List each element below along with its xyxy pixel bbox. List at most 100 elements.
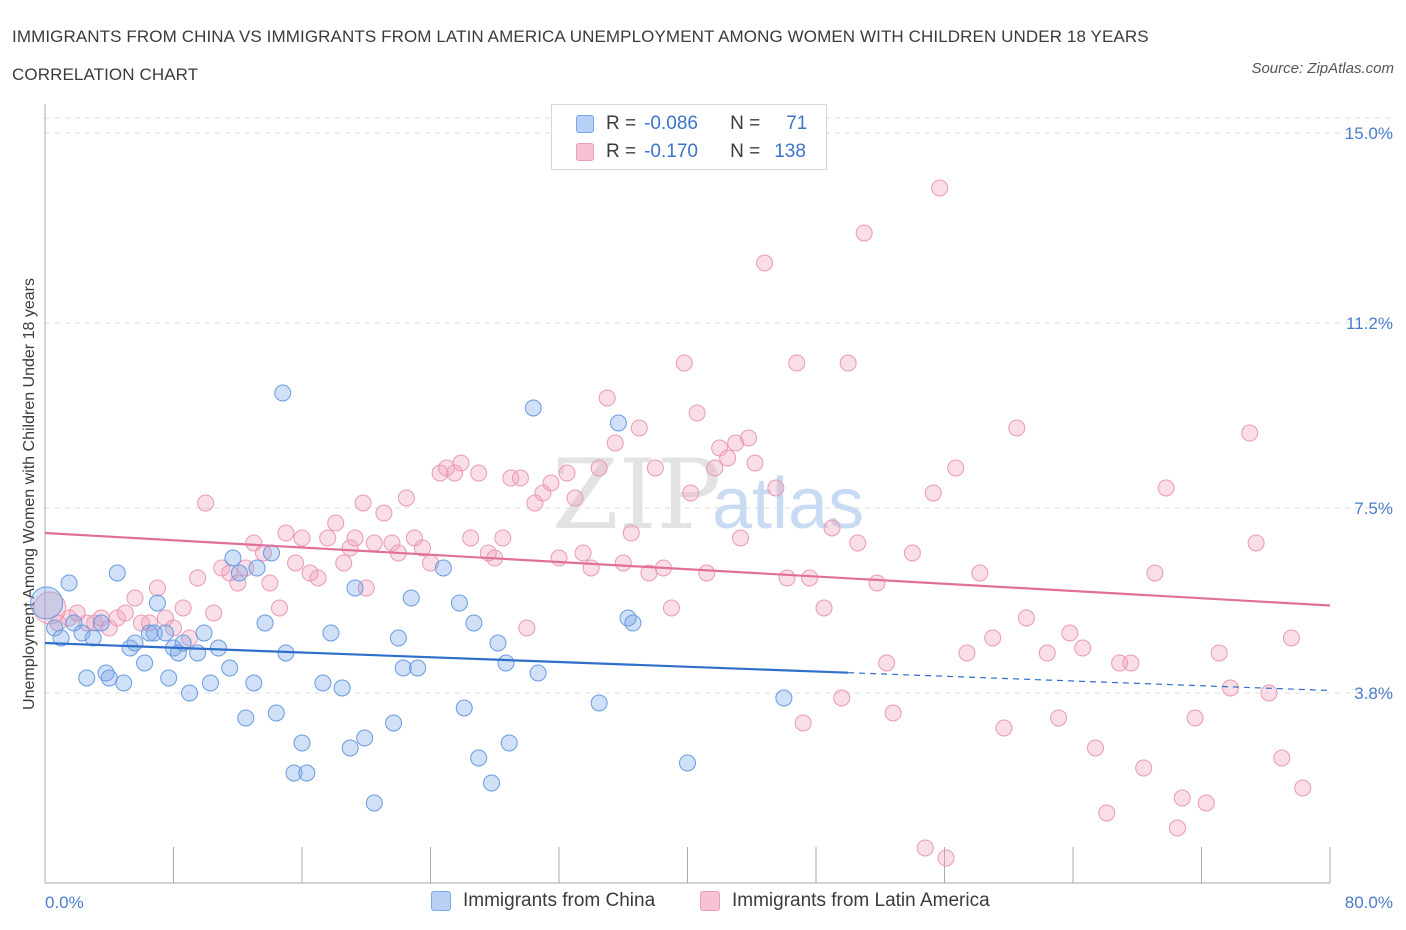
latam-point [60, 609, 78, 627]
y-tick-label: 15.0% [1345, 124, 1393, 143]
legend-swatch-latam [576, 143, 594, 161]
latam-point [995, 719, 1013, 737]
y-tick-label: 11.2% [1346, 314, 1393, 333]
china-point [590, 694, 608, 712]
china-point [285, 764, 303, 782]
legend-item-china: Immigrants from China [431, 890, 655, 912]
chart-title: IMMIGRANTS FROM CHINA VS IMMIGRANTS FROM… [12, 27, 1149, 84]
china-point [389, 629, 407, 647]
latam-point [566, 489, 584, 507]
china-point [450, 594, 468, 612]
china-point [230, 564, 248, 582]
latam-point [1260, 684, 1278, 702]
latam-point [1008, 419, 1026, 437]
latam-point [189, 569, 207, 587]
china-point [489, 634, 507, 652]
source-note: Source: ZipAtlas.com [1251, 60, 1394, 77]
latam-point [937, 849, 955, 867]
china-point [92, 614, 110, 632]
china-point [624, 614, 642, 632]
latam-point [788, 354, 806, 372]
latam-point [287, 554, 305, 572]
latam-point [1273, 749, 1291, 767]
latam-point [675, 354, 693, 372]
china-point [500, 734, 518, 752]
china-point [455, 699, 473, 717]
china-point [402, 589, 420, 607]
latam-point [293, 529, 311, 547]
latam-point [140, 614, 158, 632]
legend-n-value: 71 [786, 113, 808, 134]
latam-trend-line [44, 531, 1331, 607]
latam-point [271, 599, 289, 617]
latam-point [794, 714, 812, 732]
china-point [529, 664, 547, 682]
axes [44, 104, 1331, 884]
latam-point [1017, 609, 1035, 627]
latam-point [309, 569, 327, 587]
china-point [84, 629, 102, 647]
latam-point [1061, 624, 1079, 642]
latam-point [931, 179, 949, 197]
china-trend-line [44, 641, 849, 674]
latam-point [662, 599, 680, 617]
latam-point [706, 459, 724, 477]
latam-point [1146, 564, 1164, 582]
latam-point [205, 604, 223, 622]
china-point [181, 684, 199, 702]
latam-point [108, 609, 126, 627]
china-point [346, 579, 364, 597]
latam-point [884, 704, 902, 722]
latam-point [1186, 709, 1204, 727]
china-point [314, 674, 332, 692]
legend-n-value: 138 [774, 141, 806, 162]
china-point [156, 624, 174, 642]
china-point [293, 734, 311, 752]
china-point [483, 774, 501, 792]
china-point [136, 654, 154, 672]
latam-point [341, 539, 359, 557]
latam-point [462, 529, 480, 547]
latam-point [542, 474, 560, 492]
latam-point [1086, 739, 1104, 757]
latam-point [327, 514, 345, 532]
latam-point [1157, 479, 1175, 497]
trend-lines [44, 531, 1331, 692]
latam-point [574, 544, 592, 562]
latam-point [815, 599, 833, 617]
latam-point [622, 524, 640, 542]
latam-point [732, 529, 750, 547]
latam-point [470, 464, 488, 482]
legend-swatch-china [576, 115, 594, 133]
latam-point [1074, 639, 1092, 657]
china-point [609, 414, 627, 432]
latam-point [598, 389, 616, 407]
legend-label-latam: Immigrants from Latin America [732, 890, 990, 911]
latam-point [319, 529, 337, 547]
china-point [262, 544, 280, 562]
y-axis-label: Unemployment Among Women with Children U… [21, 278, 38, 710]
latam-point [197, 494, 215, 512]
china-point [237, 709, 255, 727]
latam-point [924, 484, 942, 502]
china-point [267, 704, 285, 722]
latam-point [1247, 534, 1265, 552]
china-point [248, 559, 266, 577]
latam-point [1122, 654, 1140, 672]
china-point [365, 794, 383, 812]
latam-point [1168, 819, 1186, 837]
china-point [30, 586, 64, 620]
china-point [619, 609, 637, 627]
latam-point [719, 449, 737, 467]
latam-point [335, 554, 353, 572]
series-legend: Immigrants from China Immigrants from La… [0, 890, 1406, 914]
latam-point [494, 529, 512, 547]
latam-point [833, 689, 851, 707]
latam-point [801, 569, 819, 587]
china-point [46, 619, 64, 637]
china-point [148, 594, 166, 612]
tick-labels: 3.8% 7.5% 11.2% 15.0% 0.0% 80.0% [45, 124, 1393, 912]
latam-point [590, 459, 608, 477]
latam-point [606, 434, 624, 452]
